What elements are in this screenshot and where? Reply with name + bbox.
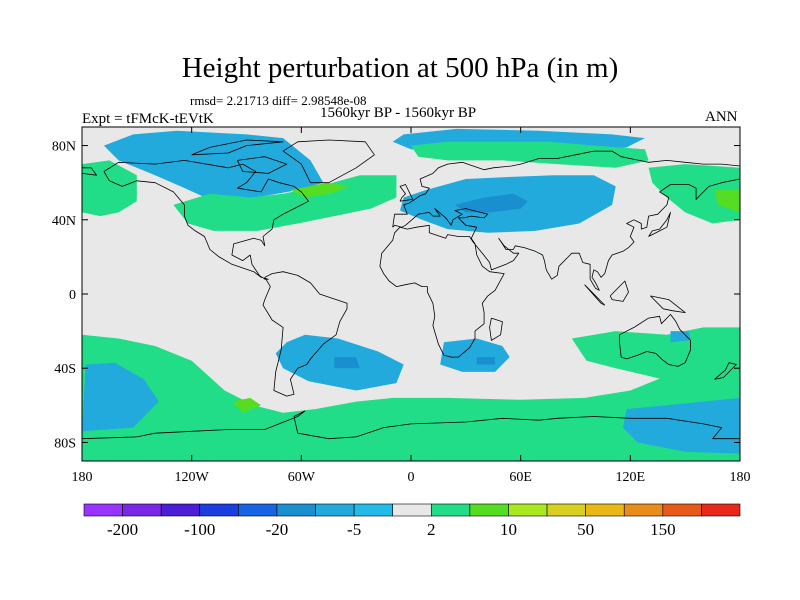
plot-title: Height perturbation at 500 hPa (in m): [181, 52, 619, 84]
coastline-layer: [82, 139, 740, 440]
lon-tick-label: 180: [72, 470, 93, 485]
coastline: [237, 156, 288, 174]
experiment-label: Expt = tFMcK-tEVtK: [82, 111, 214, 127]
colorbar-label: 150: [650, 520, 676, 539]
lon-tick-label: 120E: [616, 470, 646, 485]
coastline: [489, 317, 503, 341]
lat-tick-label: 40S: [54, 362, 76, 377]
colorbar-label: -20: [266, 520, 289, 539]
stats-label: rmsd= 2.21713 diff= 2.98548e-08: [190, 93, 367, 108]
contour-region-teal-green: [571, 327, 740, 384]
contour-region-light-blue: [103, 130, 324, 202]
coastline: [584, 284, 606, 306]
coastline: [82, 167, 97, 176]
colorbar-label: 10: [500, 520, 517, 539]
coastline: [609, 280, 629, 302]
contour-region-light-blue: [670, 331, 691, 343]
coastline: [191, 139, 284, 156]
colorbar-swatch: [623, 503, 664, 517]
lat-tick-label: 40N: [52, 214, 76, 229]
contour-region-light-blue: [82, 362, 159, 432]
colorbar-swatch: [701, 503, 741, 517]
colorbar-swatch: [315, 503, 355, 517]
lon-tick-label: 0: [408, 470, 415, 485]
period-label: 1560kyr BP - 1560kyr BP: [320, 105, 477, 121]
lon-tick-label: 60E: [509, 470, 532, 485]
colorbar-swatch: [469, 503, 509, 517]
colorbar-swatch: [353, 503, 394, 517]
colorbar-label: -200: [107, 520, 138, 539]
colorbar-swatch: [238, 503, 278, 517]
lon-tick-label: 120W: [175, 470, 210, 485]
colorbar-swatch: [199, 503, 239, 517]
coastline: [619, 313, 691, 367]
lat-tick-label: 80N: [52, 140, 76, 155]
coastline: [82, 410, 740, 440]
colorbar-swatch: [508, 503, 548, 517]
colorbar-swatch: [276, 503, 316, 517]
colorbar-swatch: [546, 503, 586, 517]
coastline: [379, 178, 740, 358]
contour-region-light-blue: [623, 397, 740, 454]
colorbar-swatch: [160, 503, 201, 517]
colorbar-swatch: [122, 503, 162, 517]
coastline: [650, 295, 686, 314]
coastline: [399, 184, 414, 202]
lon-tick-label: 180: [730, 470, 751, 485]
coastline: [262, 271, 348, 397]
contour-region-green: [290, 182, 349, 198]
contour-region-green: [231, 397, 262, 413]
coastline: [392, 150, 740, 228]
coastline: [103, 159, 310, 280]
colorbar-label: -5: [347, 520, 361, 539]
contour-region-teal-green: [648, 164, 740, 224]
colorbar-swatch: [662, 503, 702, 517]
season-label: ANN: [705, 109, 738, 125]
colorbar-label: -100: [184, 520, 215, 539]
lon-tick-label: 60W: [288, 470, 316, 485]
contour-region-green: [714, 190, 740, 213]
colorbar-label: 50: [577, 520, 594, 539]
colorbar-label: 2: [427, 520, 436, 539]
colorbar-swatch: [585, 503, 625, 517]
contour-region-mid-blue: [334, 357, 360, 369]
lat-tick-label: 80S: [54, 436, 76, 451]
colorbar-swatch: [392, 503, 432, 517]
coastline: [282, 139, 375, 184]
coastline: [648, 211, 671, 237]
colorbar-swatch: [83, 503, 123, 517]
colorbar-swatch: [430, 503, 471, 517]
contour-region-mid-blue: [454, 193, 528, 213]
lat-tick-label: 0: [69, 288, 76, 303]
coastline: [714, 362, 737, 380]
contour-region-teal-green: [411, 141, 649, 168]
contour-region-mid-blue: [476, 357, 496, 365]
